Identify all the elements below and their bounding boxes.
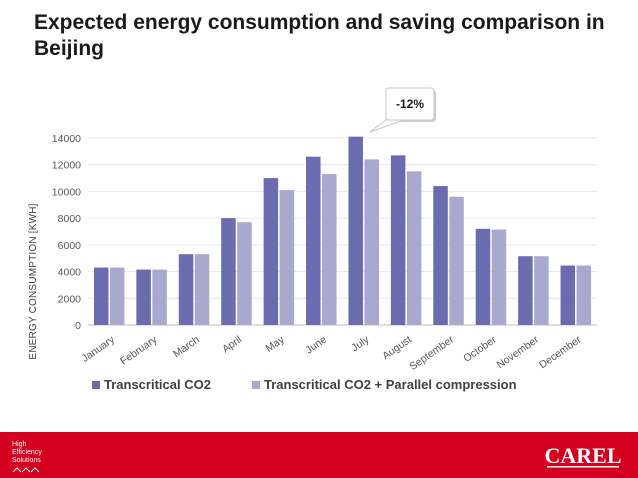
bar-co2-parallel-august [406, 171, 422, 325]
bar-co2-parallel-january [109, 267, 125, 325]
y-tick-label: 12000 [52, 160, 81, 172]
y-tick-label: 4000 [58, 267, 82, 279]
x-tick-label: September [407, 333, 456, 373]
bar-co2-parallel-july [364, 159, 379, 325]
bar-co2-august [390, 155, 406, 325]
bar-co2-parallel-april [237, 222, 252, 325]
bar-co2-january [93, 267, 109, 325]
x-tick-label: April [220, 334, 244, 356]
callout-label: -12% [396, 97, 424, 111]
x-tick-label: December [537, 333, 584, 371]
y-tick-label: 0 [75, 320, 81, 332]
bar-co2-parallel-october [491, 229, 507, 325]
x-tick-label: October [461, 333, 499, 365]
legend-label: Transcritical CO2 + Parallel compression [264, 377, 517, 392]
footer-bar: High Efficiency Solutions CAREL [0, 432, 638, 478]
bar-co2-november [518, 256, 533, 325]
x-tick-label: May [263, 333, 287, 355]
page-title: Expected energy consumption and saving c… [34, 11, 605, 60]
tagline-line-1: High [12, 441, 27, 448]
y-axis-label: ENERGY CONSUMPTION [KWH] [28, 203, 39, 359]
carel-logo: CAREL [545, 443, 621, 468]
bar-co2-october [475, 228, 491, 325]
tagline-line-3: Solutions [12, 457, 41, 464]
y-tick-label: 14000 [52, 133, 81, 145]
footer-emblem-icon [12, 467, 40, 473]
x-tick-label: November [495, 333, 542, 371]
bar-co2-june [306, 156, 321, 325]
carel-logo-text: CAREL [545, 443, 621, 468]
bar-co2-parallel-february [152, 269, 167, 325]
y-tick-label: 8000 [58, 213, 82, 225]
bar-co2-march [178, 254, 194, 325]
carel-logo-underline [547, 466, 619, 468]
legend-swatch [252, 381, 260, 389]
bar-co2-parallel-december [576, 265, 592, 325]
legend-swatch [92, 381, 100, 389]
x-tick-label: August [380, 334, 414, 363]
y-tick-label: 10000 [52, 186, 81, 198]
bar-co2-september [433, 186, 448, 325]
legend-label: Transcritical CO2 [104, 377, 211, 392]
bar-co2-parallel-november [534, 256, 549, 325]
bar-co2-april [221, 218, 236, 325]
bar-co2-parallel-march [194, 254, 210, 325]
bar-co2-parallel-september [449, 196, 464, 325]
callout-box [385, 87, 435, 121]
y-tick-label: 6000 [58, 240, 82, 252]
x-tick-label: January [79, 333, 117, 365]
footer-tagline: High Efficiency Solutions [12, 441, 42, 465]
y-tick-label: 2000 [58, 293, 82, 305]
energy-bar-chart: 0 2000 4000 6000 8000 10000 12000 14000 ENERGY C… [28, 87, 597, 392]
bar-co2-parallel-may [279, 190, 295, 325]
x-tick-label: February [118, 333, 160, 367]
bar-co2-february [136, 269, 151, 325]
bar-co2-july [348, 136, 363, 325]
bar-co2-parallel-june [322, 174, 337, 325]
bar-co2-december [560, 265, 576, 325]
bar-co2-may [263, 178, 279, 325]
tagline-line-2: Efficiency [12, 449, 42, 456]
x-tick-label: March [171, 334, 202, 361]
x-tick-label: June [303, 334, 329, 357]
x-tick-label: July [349, 333, 372, 354]
